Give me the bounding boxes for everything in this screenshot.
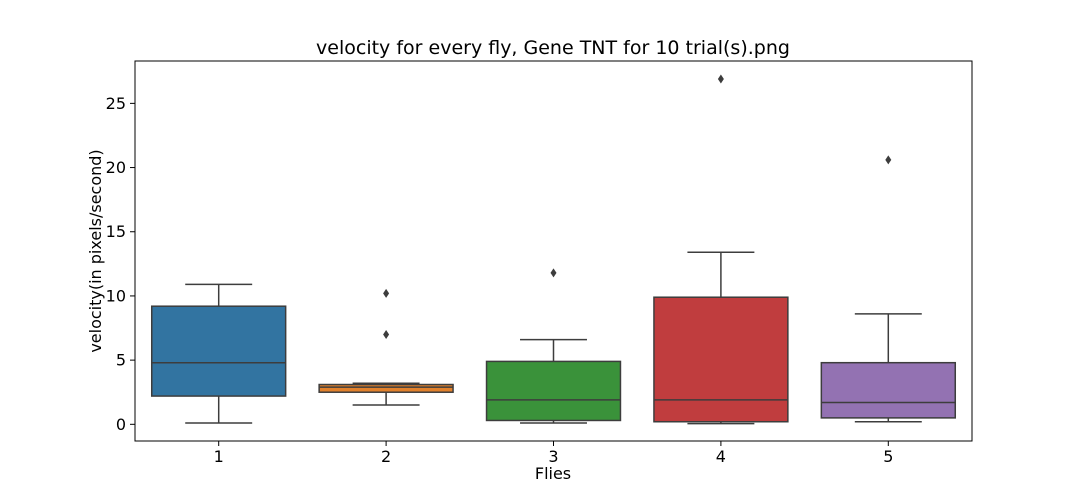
x-axis-label: Flies: [535, 464, 571, 483]
x-tick-label: 1: [214, 447, 224, 466]
box-3: [485, 360, 622, 422]
outlier-point: [383, 288, 390, 298]
x-tick-label: 5: [883, 447, 893, 466]
y-axis-label: velocity(in pixels/second): [86, 149, 105, 352]
x-tick-label: 3: [548, 447, 558, 466]
box-5: [820, 361, 957, 419]
plot-area: [150, 74, 957, 425]
y-tick-label: 20: [106, 158, 126, 177]
outlier-point: [717, 74, 724, 84]
y-tick-label: 5: [116, 351, 126, 370]
box-1: [150, 305, 287, 397]
x-tick-label: 2: [381, 447, 391, 466]
y-tick-label: 0: [116, 415, 126, 434]
chart-title: velocity for every fly, Gene TNT for 10 …: [316, 37, 790, 59]
x-tick-label: 4: [716, 447, 726, 466]
y-tick-label: 25: [106, 94, 126, 113]
box-4: [653, 296, 789, 423]
outlier-point: [383, 329, 390, 339]
y-tick-label: 10: [106, 286, 126, 305]
outlier-point: [550, 268, 557, 278]
outlier-point: [885, 155, 892, 165]
y-tick-label: 15: [106, 222, 126, 241]
box-2: [318, 383, 454, 393]
